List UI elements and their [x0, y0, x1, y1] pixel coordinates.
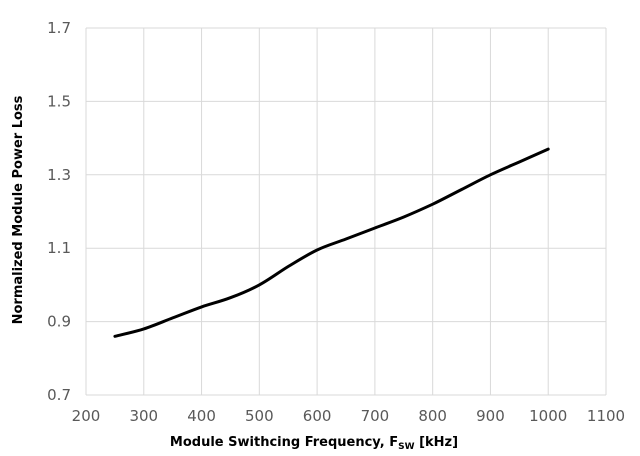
grid-lines [85, 27, 607, 396]
x-tick-label: 300 [129, 407, 158, 425]
x-tick-label: 200 [72, 407, 101, 425]
x-tick-label: 900 [476, 407, 505, 425]
x-axis-title-suffix: [kHz] [415, 435, 459, 450]
x-tick-label: 1100 [587, 407, 625, 425]
series-layer [113, 147, 550, 338]
x-tick-label: 500 [245, 407, 274, 425]
y-tick-label: 0.7 [47, 386, 71, 404]
x-axis-title-subscript: SW [398, 442, 414, 452]
x-tick-label: 400 [187, 407, 216, 425]
x-tick-label: 1000 [529, 407, 567, 425]
y-tick-label: 1.3 [47, 166, 71, 184]
y-tick-label: 1.5 [47, 92, 71, 110]
y-tick-label: 1.1 [47, 239, 71, 257]
x-axis-title-prefix: Module Swithcing Frequency, F [170, 435, 398, 450]
x-tick-label: 800 [418, 407, 447, 425]
x-tick-label: 700 [361, 407, 390, 425]
y-axis-title: Normalized Module Power Loss [11, 95, 26, 324]
x-axis-title: Module Swithcing Frequency, FSW [kHz] [170, 435, 458, 452]
tick-labels: 200 300 400 500 600 700 800 900 1000 1100 0.7 0.9 1.… [47, 19, 625, 425]
x-tick-label: 600 [303, 407, 332, 425]
y-tick-label: 1.7 [47, 19, 71, 37]
y-tick-label: 0.9 [47, 313, 71, 331]
series-line [113, 147, 550, 338]
